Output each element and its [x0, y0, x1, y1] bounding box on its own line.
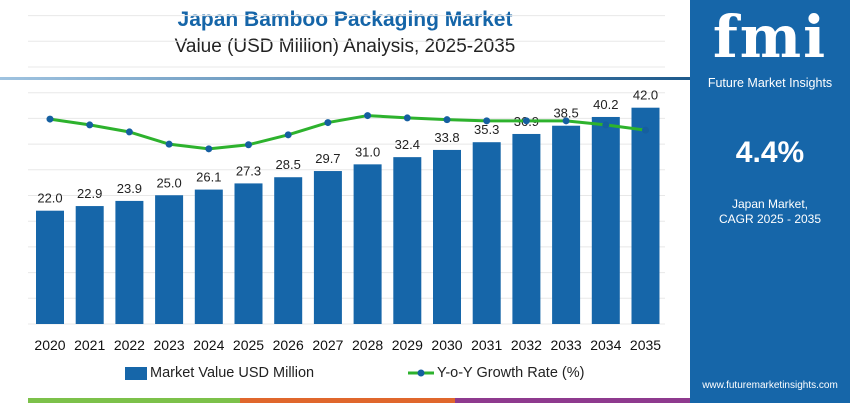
- growth-point-2025: [245, 141, 252, 149]
- bar-2031: [472, 142, 501, 324]
- bar-2028: [353, 164, 382, 324]
- accent-orange: [240, 398, 455, 403]
- growth-point-2030: [443, 116, 451, 124]
- data-label-2027: 29.7: [315, 151, 340, 166]
- x-tick-2029: 2029: [392, 337, 423, 353]
- accent-green: [28, 398, 240, 403]
- bar-2024: [194, 189, 223, 324]
- bar-2034: [591, 116, 620, 324]
- growth-point-2020: [46, 115, 54, 123]
- x-tick-2028: 2028: [352, 337, 383, 353]
- cagr-value: 4.4%: [735, 136, 805, 169]
- cagr-label-period: CAGR 2025 - 2035: [718, 212, 822, 226]
- data-label-2030: 33.8: [434, 130, 459, 145]
- data-label-2023: 25.0: [156, 175, 181, 190]
- bar-2021: [75, 206, 104, 324]
- website-link[interactable]: www.futuremarketinsights.com: [702, 380, 838, 391]
- bar-2023: [155, 195, 184, 324]
- growth-point-2026: [284, 131, 292, 139]
- legend-label: Market Value USD Million: [150, 365, 315, 381]
- bar-2032: [512, 133, 541, 324]
- legend-label: Y-o-Y Growth Rate (%): [437, 365, 585, 381]
- x-tick-2033: 2033: [551, 337, 582, 353]
- data-label-2034: 40.2: [593, 97, 618, 112]
- x-tick-2032: 2032: [511, 337, 542, 353]
- x-tick-2031: 2031: [471, 337, 502, 353]
- x-tick-2026: 2026: [273, 337, 304, 353]
- data-label-2026: 28.5: [276, 157, 301, 172]
- bar-2025: [234, 183, 263, 324]
- x-tick-2035: 2035: [630, 337, 661, 353]
- x-tick-2027: 2027: [312, 337, 343, 353]
- legend-item-market-value[interactable]: Market Value USD Million: [125, 365, 314, 381]
- x-tick-2034: 2034: [590, 337, 621, 353]
- title-divider: [0, 77, 690, 80]
- bar-2029: [393, 157, 422, 324]
- x-tick-2030: 2030: [431, 337, 462, 353]
- growth-point-2033: [562, 117, 570, 125]
- data-label-2028: 31.0: [355, 144, 380, 159]
- x-tick-2022: 2022: [114, 337, 145, 353]
- bar-2027: [313, 171, 342, 324]
- fmi-logo: fmi: [690, 6, 850, 68]
- data-label-2022: 23.9: [117, 181, 142, 196]
- growth-point-2021: [86, 121, 94, 129]
- growth-point-2032: [522, 117, 530, 125]
- data-label-2031: 35.3: [474, 122, 499, 137]
- growth-point-2028: [364, 112, 372, 120]
- data-label-2035: 42.0: [633, 88, 658, 103]
- growth-point-2034: [602, 121, 610, 129]
- data-label-2024: 26.1: [196, 170, 221, 185]
- line-marker-swatch-icon: [408, 369, 434, 377]
- x-tick-2020: 2020: [34, 337, 65, 353]
- growth-point-2035: [642, 126, 649, 134]
- logo-subtitle: Future Market Insights: [707, 76, 833, 90]
- growth-point-2029: [403, 114, 411, 122]
- data-label-2029: 32.4: [395, 137, 420, 152]
- bar-2033: [552, 125, 581, 324]
- bar-2020: [36, 210, 64, 324]
- bar-2022: [115, 200, 144, 324]
- data-label-2025: 27.3: [236, 163, 261, 178]
- x-tick-2024: 2024: [193, 337, 224, 353]
- chart-title: Japan Bamboo Packaging Market: [177, 8, 513, 31]
- legend-item-growth-rate[interactable]: Y-o-Y Growth Rate (%): [408, 365, 584, 381]
- bar-swatch-icon: [125, 366, 147, 380]
- chart-area: 22.0 2020 22.9 2021 23.9 2022 25.0 2023 26.1 2024…: [28, 15, 665, 353]
- x-tick-2023: 2023: [154, 337, 185, 353]
- growth-point-2027: [324, 119, 332, 127]
- data-label-2020: 22.0: [37, 191, 62, 206]
- growth-point-2022: [125, 128, 133, 136]
- growth-point-2023: [165, 140, 173, 148]
- accent-purple: [455, 398, 690, 403]
- growth-point-2031: [483, 117, 491, 125]
- cagr-label-market: Japan Market,: [731, 197, 809, 211]
- bar-2035: [631, 107, 660, 324]
- data-label-2021: 22.9: [77, 186, 102, 201]
- bar-2030: [433, 149, 461, 324]
- x-tick-2021: 2021: [74, 337, 105, 353]
- info-panel: fmi Future Market Insights 4.4% Japan Ma…: [690, 0, 850, 403]
- bar-2026: [274, 177, 303, 324]
- x-tick-2025: 2025: [233, 337, 264, 353]
- color-accent-bar: [28, 398, 690, 403]
- data-label-2033: 38.5: [553, 106, 578, 121]
- growth-point-2024: [205, 145, 213, 153]
- growth-rate-line: [49, 114, 646, 151]
